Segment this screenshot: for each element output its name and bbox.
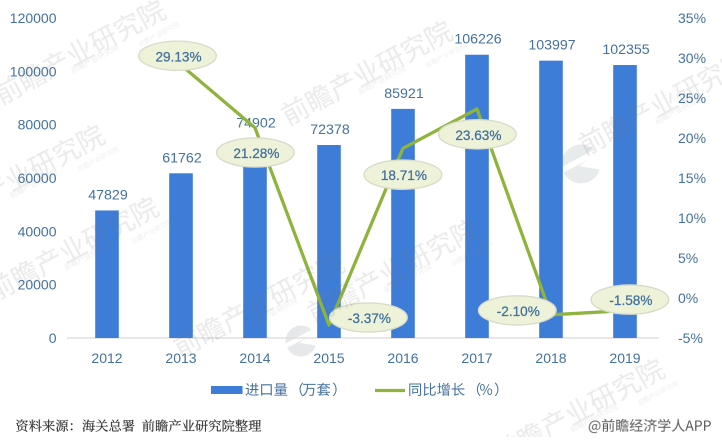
svg-text:80000: 80000 xyxy=(18,117,57,133)
svg-text:103997: 103997 xyxy=(528,38,575,54)
svg-text:2014: 2014 xyxy=(239,350,270,366)
svg-text:61762: 61762 xyxy=(162,150,202,166)
svg-text:23.63%: 23.63% xyxy=(455,128,501,143)
svg-text:72378: 72378 xyxy=(310,122,350,138)
svg-text:0%: 0% xyxy=(678,290,698,306)
svg-text:2016: 2016 xyxy=(387,350,418,366)
svg-text:10%: 10% xyxy=(678,210,706,226)
svg-text:30%: 30% xyxy=(678,50,706,66)
svg-text:-2.10%: -2.10% xyxy=(497,304,540,319)
svg-text:106226: 106226 xyxy=(454,32,501,48)
svg-text:120000: 120000 xyxy=(10,10,57,26)
svg-text:20%: 20% xyxy=(678,130,706,146)
svg-text:21.28%: 21.28% xyxy=(233,146,279,161)
svg-text:29.13%: 29.13% xyxy=(155,49,201,64)
svg-text:5%: 5% xyxy=(678,250,698,266)
svg-text:102355: 102355 xyxy=(602,42,649,58)
svg-text:-1.58%: -1.58% xyxy=(609,293,652,308)
svg-text:35%: 35% xyxy=(678,10,706,26)
svg-text:85921: 85921 xyxy=(384,86,424,102)
svg-text:15%: 15% xyxy=(678,170,706,186)
svg-text:20000: 20000 xyxy=(18,277,57,293)
svg-text:2012: 2012 xyxy=(91,350,122,366)
svg-text:2018: 2018 xyxy=(535,350,566,366)
svg-text:-5%: -5% xyxy=(678,330,703,346)
svg-text:2017: 2017 xyxy=(461,350,492,366)
svg-text:18.71%: 18.71% xyxy=(381,168,427,183)
svg-text:0: 0 xyxy=(49,330,57,346)
svg-text:2015: 2015 xyxy=(313,350,344,366)
svg-text:2019: 2019 xyxy=(609,350,640,366)
svg-text:47829: 47829 xyxy=(88,188,128,204)
svg-text:40000: 40000 xyxy=(18,223,57,239)
svg-text:-3.37%: -3.37% xyxy=(348,311,391,326)
